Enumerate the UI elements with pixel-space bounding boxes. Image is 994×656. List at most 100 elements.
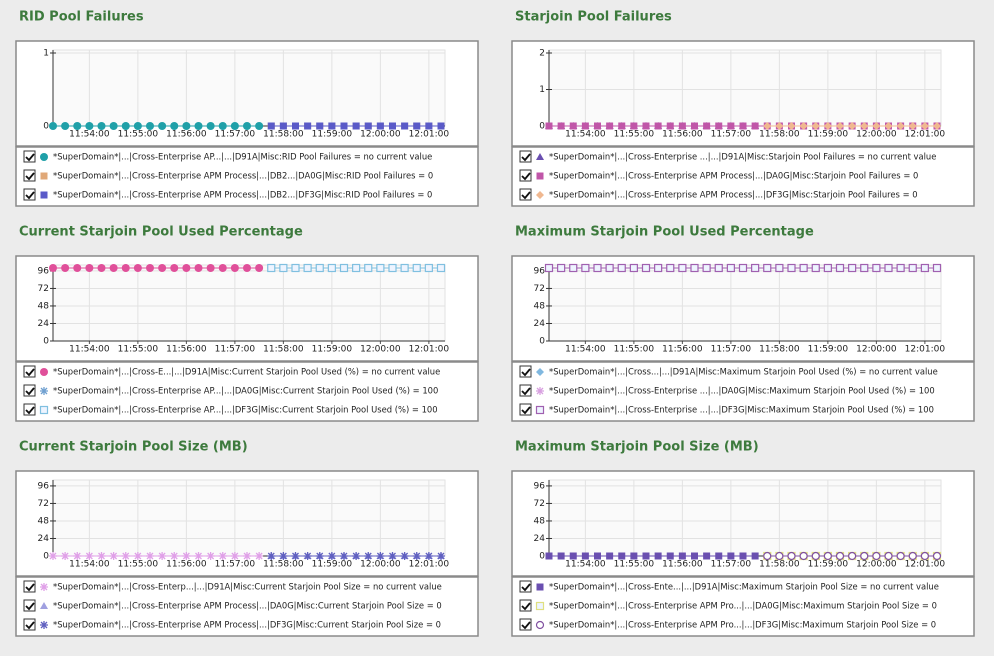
marker	[182, 122, 191, 130]
checkbox[interactable]	[519, 403, 532, 416]
marker	[884, 122, 893, 130]
checkbox[interactable]	[23, 403, 36, 416]
checkbox[interactable]	[519, 384, 532, 397]
marker	[691, 552, 698, 560]
marker	[896, 263, 905, 273]
marker	[727, 552, 735, 560]
checkbox[interactable]	[519, 580, 532, 593]
checkbox[interactable]	[23, 150, 36, 163]
marker	[569, 122, 577, 130]
marker	[630, 552, 638, 560]
checkmark	[25, 406, 35, 415]
marker	[714, 263, 723, 273]
marker	[121, 552, 130, 560]
marker	[376, 122, 384, 130]
marker	[364, 552, 373, 560]
checkbox[interactable]	[23, 580, 36, 593]
checkbox[interactable]	[23, 384, 36, 397]
marker	[267, 122, 275, 130]
marker	[437, 122, 445, 130]
x-tick-label: 12:00:00	[360, 345, 401, 355]
marker	[872, 551, 881, 561]
marker	[206, 552, 215, 560]
legend-label: *SuperDomain*|...|Cross-Enterprise ...|.…	[549, 152, 936, 162]
marker	[569, 263, 578, 273]
x-tick-label: 11:54:00	[69, 560, 110, 570]
marker	[654, 552, 662, 560]
checkbox[interactable]	[23, 618, 36, 631]
checkbox[interactable]	[519, 365, 532, 378]
marker	[618, 122, 626, 130]
marker	[666, 122, 674, 130]
checkmark	[25, 387, 35, 396]
marker	[823, 551, 832, 561]
marker	[376, 552, 385, 560]
marker	[799, 551, 808, 561]
checkbox[interactable]	[519, 618, 532, 631]
marker	[678, 263, 687, 273]
checkmark	[521, 172, 531, 181]
marker	[279, 122, 287, 130]
legend-label: *SuperDomain*|...|Cross-Enterprise APM P…	[53, 190, 432, 200]
checkbox[interactable]	[23, 599, 36, 612]
legend-label: *SuperDomain*|...|Cross-Enterprise ...|.…	[549, 405, 934, 415]
plot-area	[548, 479, 942, 557]
x-tick-label: 11:57:00	[711, 345, 752, 355]
marker	[133, 264, 142, 272]
marker	[304, 122, 312, 130]
marker	[617, 263, 626, 273]
y-tick-label: 48	[534, 301, 546, 311]
marker	[182, 552, 191, 560]
plot-area	[52, 264, 446, 342]
x-tick-label: 11:56:00	[166, 345, 207, 355]
marker	[413, 122, 421, 130]
marker	[389, 122, 396, 130]
x-tick-label: 11:54:00	[565, 560, 606, 570]
x-tick-label: 12:00:00	[856, 345, 897, 355]
marker	[194, 122, 203, 130]
marker	[327, 552, 336, 560]
marker	[133, 122, 142, 130]
legend-label: *SuperDomain*|...|Cross-Enterprise AP...…	[53, 386, 438, 396]
marker	[303, 263, 312, 273]
legend-label: *SuperDomain*|...|Cross-Enterprise AP...…	[53, 405, 438, 415]
marker	[328, 122, 336, 130]
legend-label: *SuperDomain*|...|Cross-Enterprise APM P…	[549, 190, 918, 200]
checkbox[interactable]	[519, 150, 532, 163]
marker	[848, 122, 857, 130]
y-tick-label: 48	[534, 516, 546, 526]
y-tick-label: 96	[534, 266, 546, 276]
legend-marker	[40, 583, 48, 591]
y-tick-label: 2	[539, 49, 545, 59]
legend-label: *SuperDomain*|...|Cross-E...|...|D91A|Mi…	[53, 367, 440, 377]
x-tick-label: 11:57:00	[711, 130, 752, 140]
checkbox[interactable]	[519, 169, 532, 182]
marker	[255, 264, 264, 272]
legend-marker	[40, 368, 48, 376]
y-tick-label: 96	[38, 481, 50, 491]
marker	[437, 552, 445, 560]
marker	[255, 552, 264, 560]
checkbox[interactable]	[519, 599, 532, 612]
checkbox[interactable]	[519, 188, 532, 201]
checkbox[interactable]	[23, 169, 36, 182]
marker	[146, 122, 154, 130]
y-tick-label: 1	[43, 49, 49, 59]
marker	[932, 263, 942, 273]
x-tick-label: 12:00:00	[360, 560, 401, 570]
marker	[218, 122, 227, 130]
marker	[799, 122, 808, 130]
x-tick-label: 11:58:00	[759, 130, 800, 140]
legend-panel	[511, 361, 975, 422]
marker	[315, 263, 324, 273]
x-tick-label: 11:58:00	[263, 130, 304, 140]
x-tick-label: 11:54:00	[69, 345, 110, 355]
marker	[896, 122, 905, 130]
marker	[109, 552, 118, 560]
checkmark	[25, 583, 35, 592]
marker	[85, 552, 94, 560]
checkmark	[521, 153, 531, 162]
checkbox[interactable]	[23, 188, 36, 201]
marker	[908, 263, 917, 273]
checkbox[interactable]	[23, 365, 36, 378]
